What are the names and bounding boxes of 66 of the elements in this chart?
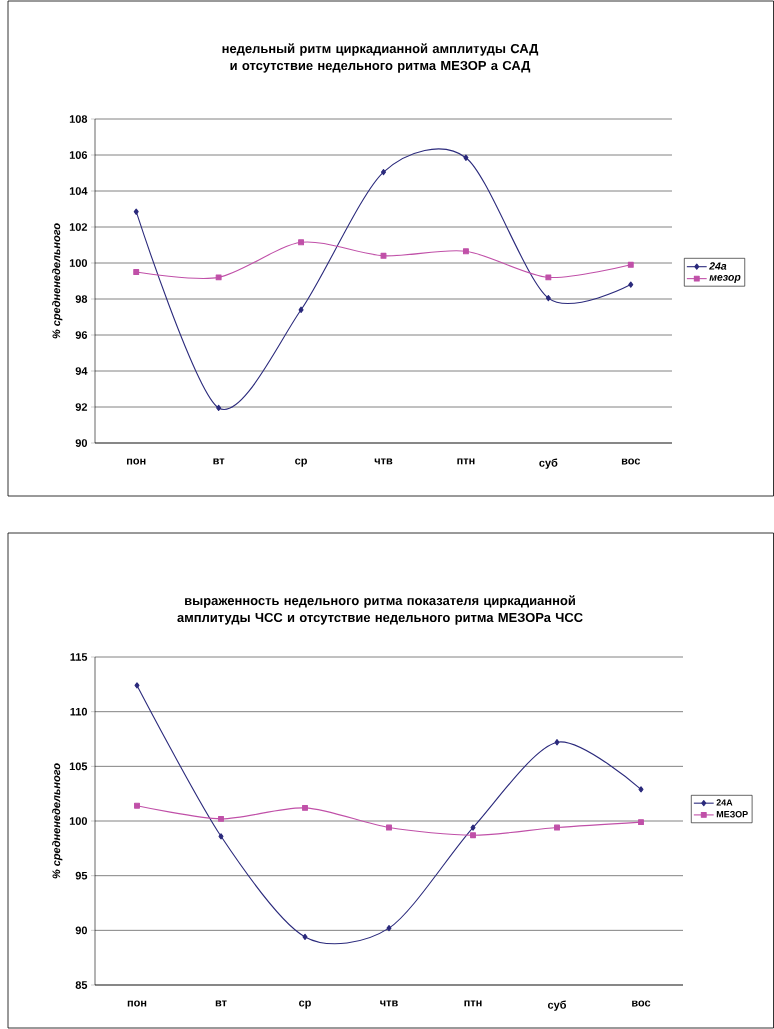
legend-label: МЕЗОР bbox=[716, 811, 748, 818]
x-tick-label: пон bbox=[127, 458, 146, 465]
x-tick-label: птн bbox=[464, 1000, 482, 1007]
x-tick-label: вос bbox=[632, 1000, 651, 1007]
point bbox=[638, 819, 644, 826]
x-tick-label: суб bbox=[539, 458, 558, 469]
point bbox=[462, 248, 469, 255]
x-tick-label: вт bbox=[215, 1000, 227, 1007]
legend-label: 24А bbox=[716, 799, 733, 806]
x-tick-label: чтв bbox=[374, 458, 393, 465]
y-tick-label: 100 bbox=[69, 817, 88, 825]
y-tick-label: 96 bbox=[75, 331, 88, 339]
y-tick-label: 92 bbox=[75, 403, 88, 411]
point bbox=[215, 274, 222, 281]
y-axis-title: % средненедельного bbox=[52, 763, 63, 879]
legend-label: мезор bbox=[709, 275, 741, 283]
y-tick-label: 106 bbox=[69, 151, 88, 159]
point bbox=[134, 802, 140, 809]
point bbox=[386, 824, 392, 831]
y-tick-label: 104 bbox=[69, 187, 88, 195]
point bbox=[545, 274, 552, 281]
point bbox=[554, 739, 560, 746]
y-tick-label: 108 bbox=[69, 115, 88, 123]
point bbox=[302, 804, 308, 811]
x-tick-label: ср bbox=[295, 458, 307, 467]
x-tick-label: вос bbox=[621, 458, 641, 465]
point bbox=[463, 154, 469, 161]
y-tick-label: 98 bbox=[75, 295, 88, 303]
point bbox=[216, 404, 222, 412]
point bbox=[133, 269, 140, 275]
point bbox=[638, 786, 644, 793]
point bbox=[628, 281, 634, 288]
point bbox=[627, 261, 634, 268]
point bbox=[554, 824, 560, 831]
chart-title: недельный ритм циркадианной амплитуды САД и отсутствие недельного ритма МЕЗОР а САД bbox=[222, 43, 539, 73]
y-tick-label: 105 bbox=[69, 762, 88, 771]
x-tick-label: чтв bbox=[380, 1000, 398, 1007]
y-tick-label: 85 bbox=[75, 981, 88, 989]
y-tick-label: 90 bbox=[75, 439, 88, 447]
y-tick-label: 100 bbox=[69, 259, 88, 267]
legend-label: 24а bbox=[709, 262, 727, 270]
point bbox=[386, 925, 392, 932]
point bbox=[133, 208, 139, 215]
point bbox=[134, 682, 140, 689]
point bbox=[470, 832, 476, 839]
point bbox=[302, 933, 308, 941]
y-tick-label: 102 bbox=[69, 223, 88, 231]
x-tick-label: ср bbox=[299, 1000, 311, 1009]
y-tick-label: 115 bbox=[70, 653, 88, 661]
point bbox=[218, 833, 224, 840]
x-tick-label: вт bbox=[213, 458, 225, 465]
point bbox=[470, 824, 476, 831]
y-tick-label: 110 bbox=[70, 707, 88, 716]
x-tick-label: птн bbox=[457, 458, 475, 465]
y-tick-label: 95 bbox=[75, 871, 88, 880]
point bbox=[298, 306, 304, 313]
point bbox=[298, 239, 305, 246]
point bbox=[218, 815, 224, 822]
x-tick-label: суб bbox=[547, 1000, 567, 1011]
point bbox=[545, 294, 551, 302]
point bbox=[380, 252, 387, 259]
chart-title: выраженность недельного ритма показателя циркадианной амплитуды ЧСС и отсутствие недельного ритма МЕЗОРа ЧСС bbox=[177, 595, 583, 625]
y-tick-label: 90 bbox=[75, 926, 88, 935]
y-tick-label: 94 bbox=[75, 367, 88, 375]
x-tick-label: пон bbox=[127, 1000, 147, 1007]
y-axis-title: % средненедельного bbox=[52, 223, 63, 339]
